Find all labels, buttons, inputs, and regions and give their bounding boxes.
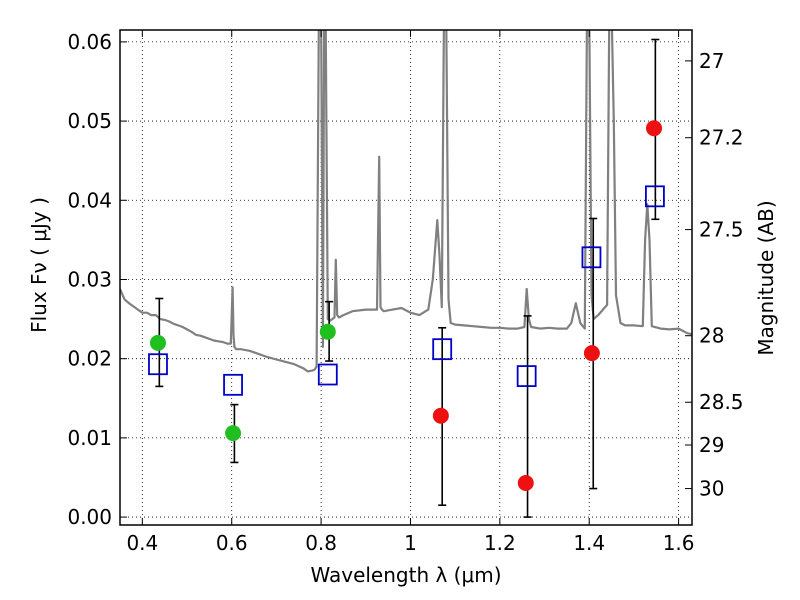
y-axis-title: Flux Fν ( μJy )	[27, 197, 51, 333]
x-tick-label: 0.8	[305, 531, 337, 555]
y-tick-label: 0.03	[67, 267, 112, 291]
x-tick-label: 0.6	[216, 531, 248, 555]
x-tick-label: 1	[404, 531, 417, 555]
red-points-point	[646, 120, 663, 137]
x-tick-label: 1.6	[663, 531, 695, 555]
model-photometry-square	[516, 365, 537, 388]
y-tick-label: 0.01	[67, 426, 112, 450]
green-points-point	[225, 425, 242, 442]
model-photometry-square	[581, 246, 602, 269]
x-tick-label: 0.4	[126, 531, 158, 555]
red-points-point	[517, 475, 534, 492]
y-tick-label: 0.05	[67, 109, 112, 133]
axis-ticks: 0.4 0.6 0.8 1 1.2 1.4 1.6 0.00 0.01 0.02 0.03 0.04 0…	[67, 30, 743, 555]
mag-tick-label: 28.5	[699, 390, 744, 414]
model-photometry-square	[223, 373, 243, 396]
plot-frame	[119, 29, 693, 526]
y-tick-label: 0.06	[67, 30, 112, 54]
mag-tick-label: 27.2	[699, 126, 744, 150]
mag-tick-label: 27	[699, 49, 724, 73]
plot-area	[120, 30, 692, 518]
x-axis-title: Wavelength λ (μm)	[310, 563, 501, 587]
green-points-point	[149, 334, 166, 351]
grid	[120, 30, 692, 525]
model-photometry-square	[645, 185, 665, 208]
y-tick-label: 0.00	[67, 505, 112, 529]
model-photometry-square	[317, 363, 338, 386]
y-tick-label: 0.04	[67, 188, 112, 212]
model-spectrum-line	[120, 30, 692, 373]
right-axis-title: Magnitude (AB)	[754, 200, 778, 355]
y-tick-label: 0.02	[67, 347, 112, 371]
model-photometry-square	[432, 338, 453, 361]
mag-tick-label: 30	[699, 477, 724, 501]
mag-tick-label: 27.5	[699, 218, 744, 242]
red-points-point	[583, 345, 600, 362]
red-points-point	[432, 407, 449, 424]
x-tick-label: 1.2	[484, 531, 516, 555]
mag-tick-label: 28	[699, 324, 724, 348]
model-photometry-square	[148, 353, 168, 376]
x-tick-label: 1.4	[573, 531, 605, 555]
green-points-point	[319, 323, 336, 340]
mag-tick-label: 29	[699, 433, 724, 457]
